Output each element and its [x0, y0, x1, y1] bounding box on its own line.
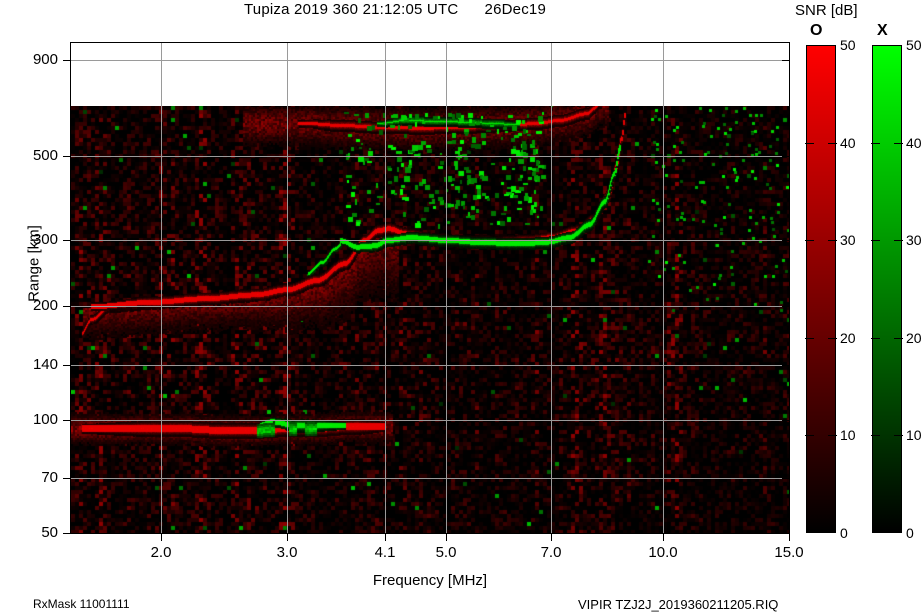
colorbar-o-label-10: 10: [840, 427, 856, 443]
colorbar-x-tick-40: [871, 143, 880, 144]
x-tick-label-5.0: 5.0: [435, 544, 457, 561]
ionogram-canvas: [71, 106, 789, 533]
colorbar-o-label-0: 0: [840, 525, 848, 541]
colorbar-x-tick-in-10: [894, 435, 903, 436]
colorbar-x-tick-20: [871, 338, 880, 339]
gridline-y-500: [71, 156, 789, 157]
x-tick-15.0: [789, 534, 790, 541]
y-axis-title: Range [km]: [25, 225, 43, 302]
plot-inner: [71, 43, 789, 533]
gridline-y-300: [71, 240, 789, 241]
x-tick-5.0: [446, 534, 447, 541]
y-tick-50: [63, 533, 71, 534]
colorbar-x-tick-in-40: [894, 143, 903, 144]
source-file-label: VIPIR TZJ2J_2019360211205.RIQ: [578, 597, 779, 612]
y-tick-label-50: 50: [41, 524, 58, 541]
colorbar-x-tick-10: [871, 435, 880, 436]
gridline-y-140: [71, 365, 789, 366]
colorbar-o-tick-40: [805, 143, 814, 144]
x-tick-3.0: [287, 534, 288, 541]
y-tick-70: [63, 478, 71, 479]
colorbar-o-label-50: 50: [840, 37, 856, 53]
gridline-x-7.0: [551, 43, 552, 533]
colorbar-x-tick-in-20: [894, 338, 903, 339]
y-tick-label-500: 500: [32, 147, 58, 164]
colorbar-x-label-10: 10: [906, 427, 922, 443]
colorbar-x-label-40: 40: [906, 135, 922, 151]
ionogram-plot: [70, 42, 790, 534]
colorbar-o-tick-in-30: [828, 240, 837, 241]
x-tick-label-10.0: 10.0: [648, 544, 678, 561]
rxmask-label: RxMask 11001111: [33, 597, 130, 611]
y-tick-label-100: 100: [32, 411, 58, 428]
colorbar-o-tick-20: [805, 338, 814, 339]
colorbar-x-tick-in-30: [894, 240, 903, 241]
x-tick-label-3.0: 3.0: [276, 544, 298, 561]
gridline-y-900: [71, 60, 789, 61]
x-tick-label-7.0: 7.0: [540, 544, 562, 561]
colorbar-x-label-0: 0: [906, 525, 914, 541]
y-tick-900: [63, 60, 71, 61]
y-tick-right-500: [782, 156, 790, 157]
y-tick-right-200: [782, 306, 790, 307]
y-tick-right-50: [782, 533, 790, 534]
colorbar-x: [872, 45, 902, 533]
colorbar-o-tick-in-20: [828, 338, 837, 339]
y-tick-label-200: 200: [32, 297, 58, 314]
x-axis-title: Frequency [MHz]: [372, 572, 488, 589]
gridline-x-5.0: [446, 43, 447, 533]
gridline-x-4.1: [385, 43, 386, 533]
colorbar-o-label-40: 40: [840, 135, 856, 151]
colorbar-header: SNR [dB]: [795, 2, 858, 19]
colorbar-o-tick-in-40: [828, 143, 837, 144]
colorbar-x-tick-30: [871, 240, 880, 241]
y-tick-right-900: [782, 60, 790, 61]
y-tick-500: [63, 156, 71, 157]
colorbar-o-tick-in-10: [828, 435, 837, 436]
gridline-y-70: [71, 478, 789, 479]
y-tick-right-70: [782, 478, 790, 479]
colorbar-o-label-20: 20: [840, 330, 856, 346]
colorbar-x-label-30: 30: [906, 232, 922, 248]
colorbar-o-label-30: 30: [840, 232, 856, 248]
x-tick-4.1: [385, 534, 386, 541]
colorbar-x-label-20: 20: [906, 330, 922, 346]
x-tick-label-4.1: 4.1: [374, 544, 396, 561]
gridline-x-3.0: [287, 43, 288, 533]
y-tick-right-100: [782, 420, 790, 421]
colorbar-o-tick-30: [805, 240, 814, 241]
colorbar-o-tick-10: [805, 435, 814, 436]
y-tick-label-900: 900: [32, 51, 58, 68]
page-title: Tupiza 2019 360 21:12:05 UTC 26Dec19: [244, 1, 546, 18]
x-tick-10.0: [663, 534, 664, 541]
x-tick-7.0: [551, 534, 552, 541]
colorbar-x-title: X: [877, 22, 888, 39]
colorbar-x-label-50: 50: [906, 37, 922, 53]
gridline-x-2.0: [161, 43, 162, 533]
y-tick-label-70: 70: [41, 469, 58, 486]
colorbar-o-title: O: [810, 22, 823, 39]
y-tick-right-140: [782, 365, 790, 366]
colorbar-o: [806, 45, 836, 533]
y-tick-100: [63, 420, 71, 421]
x-tick-label-15.0: 15.0: [774, 544, 804, 561]
gridline-y-100: [71, 420, 789, 421]
y-tick-label-300: 300: [32, 231, 58, 248]
y-tick-label-140: 140: [32, 356, 58, 373]
x-tick-2.0: [161, 534, 162, 541]
gridline-y-200: [71, 306, 789, 307]
gridline-x-10.0: [663, 43, 664, 533]
y-tick-right-300: [782, 240, 790, 241]
y-tick-300: [63, 240, 71, 241]
x-tick-label-2.0: 2.0: [150, 544, 172, 561]
y-tick-200: [63, 306, 71, 307]
y-tick-140: [63, 365, 71, 366]
